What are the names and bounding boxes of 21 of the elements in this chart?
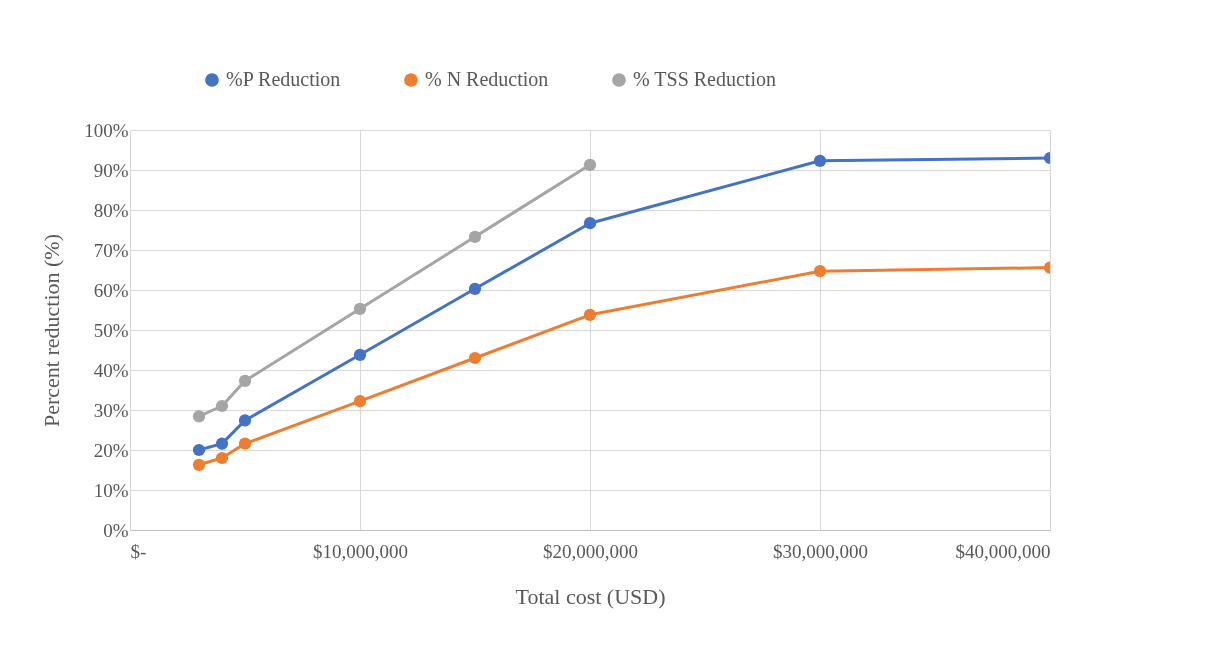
x-tick-label: $40,000,000 (955, 540, 1051, 562)
y-tick-label: 30% (93, 399, 129, 421)
y-tick-label: 60% (93, 279, 129, 301)
legend-label: %P Reduction (226, 68, 341, 90)
x-tick-label: $30,000,000 (773, 540, 868, 562)
y-tick-label: 40% (93, 359, 129, 381)
x-tick-label: $- (130, 540, 147, 562)
y-tick-label: 10% (93, 479, 129, 501)
y-tick-label: 90% (93, 159, 129, 181)
legend-label: % TSS Reduction (633, 68, 776, 90)
legend-label: % N Reduction (425, 68, 549, 90)
y-tick-label: 70% (93, 239, 129, 261)
x-tick-label: $20,000,000 (543, 540, 638, 562)
x-tick-label: $10,000,000 (313, 540, 408, 562)
y-tick-label: 0% (103, 519, 129, 541)
y-tick-label: 80% (93, 199, 129, 221)
y-axis-title: Percent reduction (%) (39, 233, 65, 428)
y-tick-label: 100% (84, 119, 129, 141)
y-tick-label: 50% (93, 319, 129, 341)
y-tick-label: 20% (93, 439, 129, 461)
x-axis-title: Total cost (USD) (515, 583, 666, 609)
